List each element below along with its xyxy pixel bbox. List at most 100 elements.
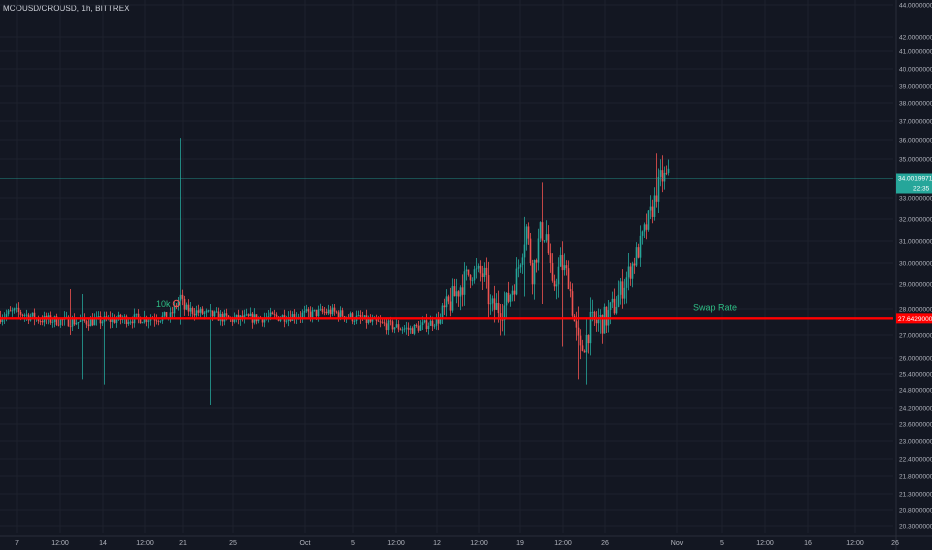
last-price-tag-value: 34.00199714: [898, 176, 932, 183]
candle-body-313: [625, 277, 628, 288]
candle-body-298: [595, 319, 598, 324]
candle-body-116: [231, 318, 234, 322]
candle-body-9: [17, 307, 20, 312]
candle-body-16: [31, 312, 34, 317]
candle-body-143: [285, 320, 288, 322]
candle-body-191: [381, 321, 384, 323]
candle-body-136: [271, 312, 274, 315]
candle-body-279: [557, 266, 560, 285]
x-tick-label-19: 26: [891, 540, 899, 547]
candle-body-153: [305, 309, 308, 311]
candle-body-265: [529, 238, 532, 263]
candle-body-102: [203, 312, 206, 314]
y-tick-label-11: 31.00000000: [899, 239, 932, 246]
candle-body-254: [507, 292, 510, 302]
candle-body-87: [173, 305, 176, 314]
candle-body-36: [71, 318, 74, 327]
candle-body-275: [549, 253, 552, 263]
candle-body-218: [435, 317, 438, 326]
candle-body-266: [531, 262, 534, 285]
x-tick-label-12: 12:00: [554, 540, 572, 547]
candle-body-26: [51, 321, 54, 323]
candle-body-307: [613, 298, 616, 314]
candle-body-7: [13, 308, 16, 311]
candle-body-51: [101, 321, 104, 324]
candle-body-297: [593, 311, 596, 320]
x-tick-label-11: 19: [516, 540, 524, 547]
candle-body-302: [603, 306, 606, 334]
y-tick-label-16: 26.00000000: [899, 356, 932, 363]
candle-body-124: [247, 314, 250, 317]
candle-body-93: [185, 304, 188, 310]
candle-body-308: [615, 306, 618, 314]
candle-body-12: [23, 315, 26, 317]
candle-body-249: [497, 303, 500, 314]
candle-body-312: [623, 287, 626, 299]
candle-body-267: [533, 259, 536, 285]
candle-body-209: [417, 325, 420, 331]
candle-body-282: [563, 265, 566, 271]
candle-body-192: [383, 322, 386, 324]
candle-body-37: [73, 318, 76, 325]
y-tick-label-0: 44.00000000: [899, 3, 932, 10]
x-tick-label-16: 12:00: [756, 540, 774, 547]
y-tick-label-15: 27.00000000: [899, 333, 932, 340]
candle-body-268: [535, 259, 538, 263]
candle-body-260: [519, 264, 522, 268]
candle-body-189: [377, 320, 380, 322]
candle-body-208: [415, 324, 418, 326]
candle-body-294: [587, 334, 590, 344]
candle-body-90: [179, 294, 182, 301]
candle-body-274: [547, 234, 550, 254]
candle-body-160: [319, 308, 322, 310]
candle-body-123: [245, 314, 248, 316]
candle-body-322: [643, 224, 646, 232]
candle-body-154: [307, 309, 310, 312]
x-tick-label-18: 12:00: [846, 540, 864, 547]
candle-body-104: [207, 310, 210, 312]
candle-body-201: [401, 329, 404, 331]
candle-body-74: [147, 320, 150, 322]
candle-body-216: [431, 320, 434, 327]
y-tick-label-1: 42.00000000: [899, 35, 932, 42]
swap-rate-tag: [896, 313, 932, 324]
candle-body-179: [357, 315, 360, 316]
candle-body-240: [479, 265, 482, 274]
candle-body-284: [567, 268, 570, 290]
x-tick-label-0: 7: [15, 540, 19, 547]
candle-body-30: [59, 319, 62, 325]
candle-body-55: [109, 317, 112, 323]
candle-body-10: [19, 311, 22, 315]
y-tick-label-7: 36.00000000: [899, 138, 932, 145]
y-tick-label-14: 28.00000000: [899, 307, 932, 314]
candle-body-203: [405, 327, 408, 329]
candle-body-190: [379, 321, 382, 323]
y-tick-label-8: 35.00000000: [899, 157, 932, 164]
candle-body-185: [369, 319, 372, 322]
candle-body-212: [423, 320, 426, 323]
candle-body-277: [553, 280, 556, 287]
candle-body-156: [311, 310, 314, 318]
candle-body-168: [335, 311, 338, 313]
candle-body-316: [631, 263, 634, 279]
candle-body-155: [309, 311, 312, 318]
candle-body-77: [153, 318, 156, 321]
candle-body-75: [149, 318, 152, 321]
candle-body-95: [189, 307, 192, 312]
y-tick-label-6: 37.00000000: [899, 119, 932, 126]
candle-body-44: [87, 324, 90, 327]
candle-body-195: [389, 320, 392, 322]
candle-body-135: [269, 312, 272, 317]
candle-body-46: [91, 319, 94, 326]
candle-body-250: [499, 313, 502, 320]
y-tick-label-17: 25.40000000: [899, 372, 932, 379]
candle-body-276: [551, 262, 554, 281]
candle-body-196: [391, 321, 394, 330]
candle-body-50: [99, 316, 102, 324]
symbol-legend: MCOUSD/CROUSD, 1h, BITTREX: [3, 4, 130, 13]
candle-body-241: [481, 273, 484, 278]
candle-body-5: [9, 310, 12, 312]
candle-body-65: [129, 321, 132, 323]
